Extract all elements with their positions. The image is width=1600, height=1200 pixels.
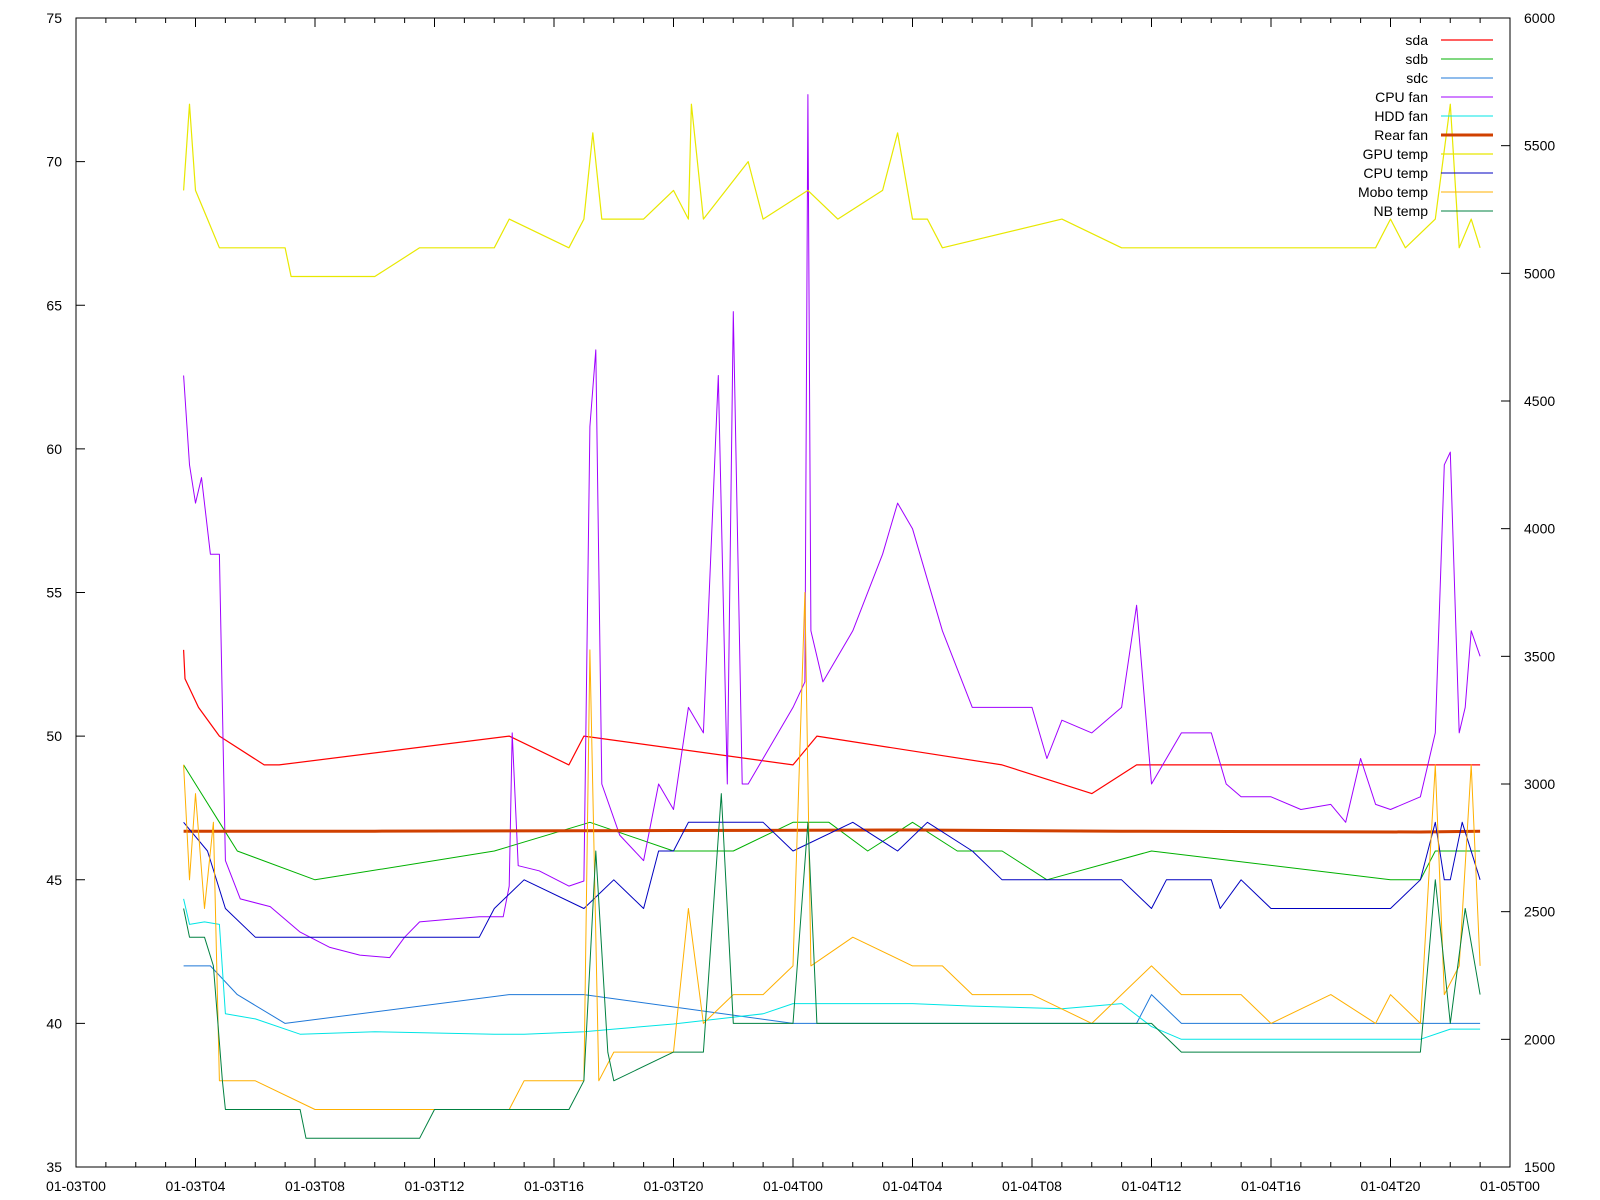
legend-label-mobo-temp: Mobo temp [1358, 184, 1428, 200]
series-line-rear-fan [183, 828, 1481, 834]
legend-label-cpu-temp: CPU temp [1363, 165, 1428, 181]
x-tick-label: 01-04T16 [1241, 1178, 1301, 1194]
series-line-gpu-temp [183, 103, 1481, 278]
legend-label-cpu-fan: CPU fan [1375, 89, 1428, 105]
x-tick-label: 01-05T00 [1480, 1178, 1540, 1194]
x-tick-label: 01-03T08 [285, 1178, 345, 1194]
legend-label-gpu-temp: GPU temp [1363, 146, 1429, 162]
y-tick-label: 50 [46, 728, 62, 744]
legend: sda sdb sdc CPU fan HDD fan Rear fan GPU temp C… [1358, 32, 1493, 219]
legend-label-sda: sda [1405, 32, 1428, 48]
y2-tick-label: 2500 [1524, 904, 1555, 920]
y2-tick-label: 6000 [1524, 10, 1555, 26]
y2-tick-label: 5500 [1524, 138, 1555, 154]
x-tick-label: 01-03T04 [166, 1178, 226, 1194]
x-tick-label: 01-04T20 [1361, 1178, 1421, 1194]
y2-tick-label: 2000 [1524, 1031, 1555, 1047]
x-tick-label: 01-03T00 [46, 1178, 106, 1194]
y2-tick-label: 3500 [1524, 648, 1555, 664]
series-layer [183, 94, 1481, 1139]
y2-tick-label: 4000 [1524, 521, 1555, 537]
x-tick-label: 01-03T12 [405, 1178, 465, 1194]
y-axis-right: 1500 2000 2500 3000 3500 4000 4500 5000 5500 6000 [1501, 10, 1555, 1175]
series-line-cpu-temp [183, 821, 1481, 938]
legend-label-nb-temp: NB temp [1374, 203, 1429, 219]
y2-tick-label: 5000 [1524, 265, 1555, 281]
legend-label-sdc: sdc [1406, 70, 1428, 86]
legend-label-rear-fan: Rear fan [1374, 127, 1428, 143]
y2-tick-label: 4500 [1524, 393, 1555, 409]
series-line-sdb [183, 764, 1481, 881]
y-tick-label: 65 [46, 297, 62, 313]
y-axis-left: 35 40 45 50 55 60 65 70 75 [46, 10, 85, 1175]
x-tick-label: 01-03T16 [524, 1178, 584, 1194]
y2-tick-label: 3000 [1524, 776, 1555, 792]
x-tick-label: 01-04T08 [1002, 1178, 1062, 1194]
y-tick-label: 35 [46, 1159, 62, 1175]
x-axis: 01-03T00 01-03T04 01-03T08 01-03T12 01-03T16… [46, 18, 1540, 1194]
series-line-nb-temp [183, 793, 1481, 1139]
y-tick-label: 70 [46, 154, 62, 170]
x-tick-label: 01-03T20 [644, 1178, 704, 1194]
x-tick-label: 01-04T12 [1122, 1178, 1182, 1194]
x-tick-label: 01-04T00 [763, 1178, 823, 1194]
y-tick-label: 75 [46, 10, 62, 26]
y2-tick-label: 1500 [1524, 1159, 1555, 1175]
legend-label-sdb: sdb [1405, 51, 1428, 67]
x-tick-label: 01-04T04 [883, 1178, 943, 1194]
y-tick-label: 60 [46, 441, 62, 457]
legend-label-hdd-fan: HDD fan [1374, 108, 1428, 124]
series-line-hdd-fan [183, 898, 1481, 1040]
y-tick-label: 45 [46, 872, 62, 888]
y-tick-label: 55 [46, 585, 62, 601]
y-tick-label: 40 [46, 1015, 62, 1031]
series-line-mobo-temp [183, 592, 1481, 1110]
series-line-sda [183, 649, 1481, 795]
